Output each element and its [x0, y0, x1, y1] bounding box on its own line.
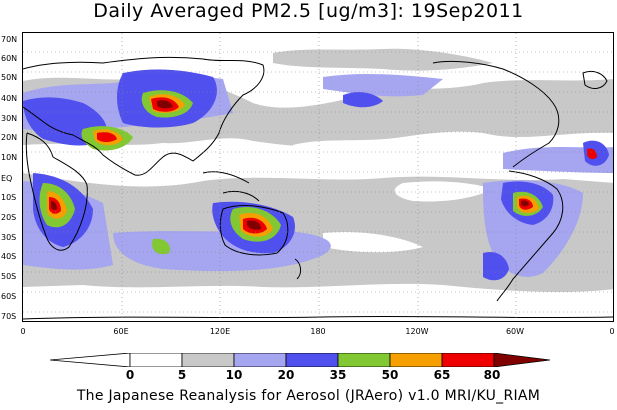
lon-label: 120E: [209, 327, 231, 336]
lat-label: 50N: [1, 73, 18, 82]
concentration-above-80: [51, 100, 529, 230]
lat-label: 60N: [1, 54, 18, 63]
lat-label: 20S: [1, 213, 17, 222]
lat-label: EQ: [1, 174, 13, 183]
colorbar-arrow-low: [50, 353, 131, 367]
lon-label: 0: [20, 327, 26, 336]
colorbar-tick: 80: [483, 368, 501, 382]
colorbar-tick: 50: [381, 368, 399, 382]
colorbar-tick: 10: [225, 368, 243, 382]
colorbar-bin: [285, 353, 339, 367]
lon-label: 60W: [505, 327, 525, 336]
map-title: Daily Averaged PM2.5 [ug/m3]: 19Sep2011: [93, 0, 524, 22]
colorbar-bin: [337, 353, 391, 367]
colorbar: [50, 353, 550, 367]
colorbar-bin: [233, 353, 287, 367]
colorbar-tick: 20: [277, 368, 295, 382]
lat-label: 10S: [1, 193, 17, 202]
lat-label: 40N: [1, 94, 18, 103]
colorbar-arrow-high: [493, 353, 550, 367]
pm25-map: [22, 32, 614, 322]
lon-label: 180: [310, 327, 326, 336]
graticule: [23, 33, 613, 321]
lon-label: 60E: [113, 327, 129, 336]
lat-label: 30S: [1, 233, 17, 242]
lon-label: 0: [609, 327, 615, 336]
credit-line: The Japanese Reanalysis for Aerosol (JRA…: [76, 388, 541, 404]
map-canvas: [23, 33, 613, 321]
lat-label: 30N: [1, 114, 18, 123]
lat-label: 20N: [1, 133, 18, 142]
lon-label: 120W: [405, 327, 429, 336]
colorbar-bin: [441, 353, 495, 367]
colorbar-bin: [129, 353, 183, 367]
coastlines: [23, 56, 613, 320]
colorbar-tick: 5: [177, 368, 187, 382]
colorbar-bin: [181, 353, 235, 367]
colorbar-tick: 35: [329, 368, 347, 382]
lat-label: 70N: [1, 35, 18, 44]
concentration-0-5: [293, 136, 493, 253]
colorbar-tick: 65: [433, 368, 451, 382]
lat-label: 60S: [1, 292, 17, 301]
lat-label: 40S: [1, 252, 17, 261]
colorbar-tick: 0: [125, 368, 135, 382]
lat-label: 10N: [1, 153, 18, 162]
colorbar-bin: [389, 353, 443, 367]
lat-label: 70S: [1, 312, 17, 321]
lat-label: 50S: [1, 272, 17, 281]
